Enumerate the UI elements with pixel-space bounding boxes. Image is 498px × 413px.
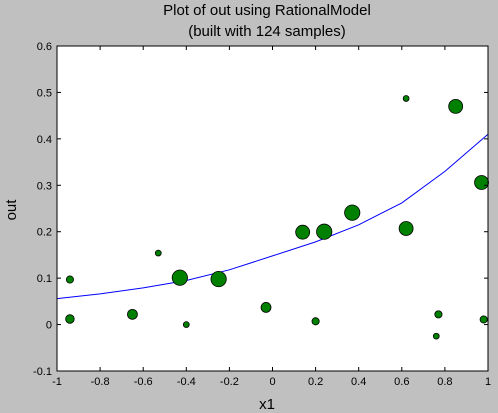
data-point [65,314,75,324]
x-tick-label: 1 [485,376,491,388]
data-point [260,302,272,313]
y-tick-label: 0.3 [37,180,52,192]
x-tick-label: 0.8 [437,376,452,388]
chart-title: Plot of out using RationalModel [163,2,371,19]
y-tick-label: 0.5 [37,87,52,99]
chart-subtitle: (built with 124 samples) [188,23,346,40]
x-tick-label: -0.2 [220,376,239,388]
data-point [65,275,74,284]
data-point [311,317,320,326]
x-tick-label: -0.4 [177,376,196,388]
y-tick-label: 0.1 [37,273,52,285]
model-curve [56,133,489,300]
data-point [127,308,138,320]
y-tick-label: 0.2 [37,227,52,239]
x-tick-label: 0.6 [394,376,409,388]
x-tick-label: -0.8 [91,376,110,388]
data-point [210,270,227,288]
data-point [295,224,311,240]
data-point [474,175,489,190]
y-tick-label: -0.1 [33,366,52,378]
x-tick-label: 0 [269,376,275,388]
data-point [434,310,443,319]
data-point [448,98,464,114]
data-point [171,269,188,286]
data-point [182,321,190,328]
x-tick-label: 0.4 [351,376,366,388]
data-point [432,332,440,340]
data-point [402,95,410,102]
data-point [154,249,162,257]
y-tick-label: 0.6 [37,41,52,53]
x-tick-label: -1 [52,376,62,388]
x-tick-label: 0.2 [308,376,323,388]
data-point [344,204,361,221]
x-tick-label: -0.6 [134,376,153,388]
data-point [398,221,414,236]
x-axis-label: x1 [259,396,275,413]
y-tick-label: 0.4 [37,134,52,146]
y-axis-label: out [3,199,20,221]
plot-area [57,46,488,371]
y-tick-label: 0 [46,320,52,332]
data-point [316,223,333,240]
data-point [479,315,488,324]
